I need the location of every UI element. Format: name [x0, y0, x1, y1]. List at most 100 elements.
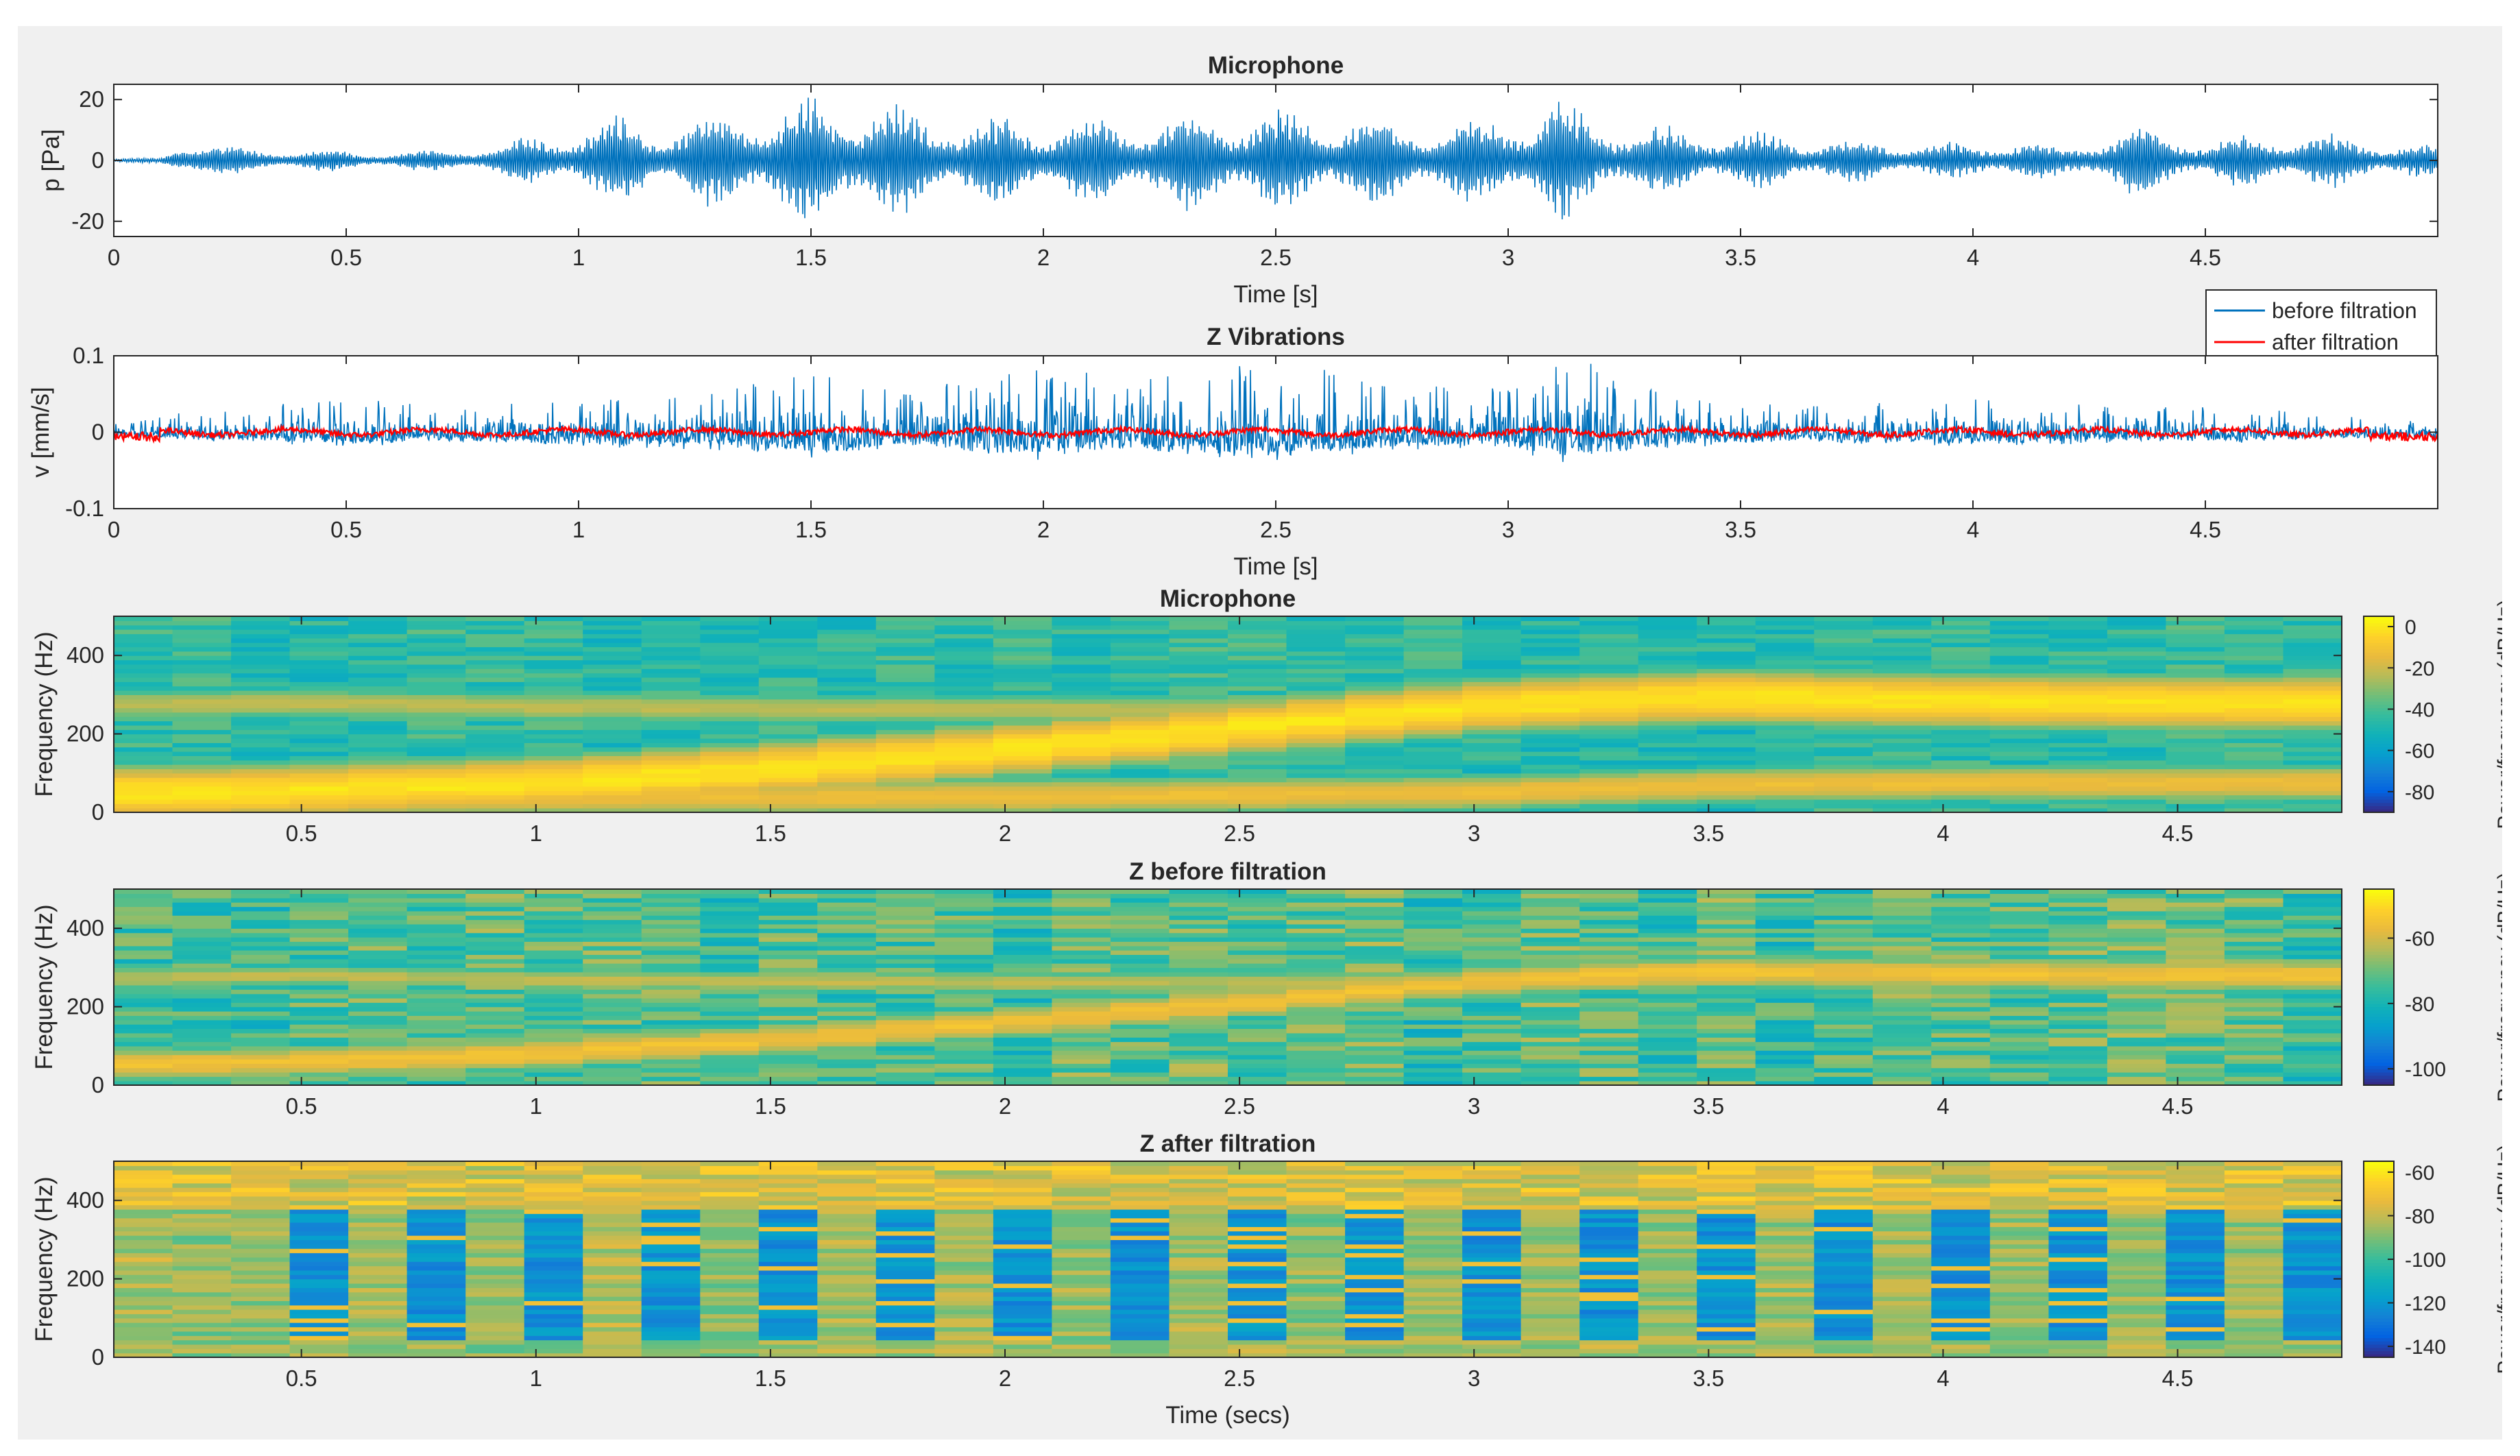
spectrogram-cell [114, 1265, 173, 1271]
spectrogram-cell [641, 685, 701, 691]
spectrogram-cell [1228, 677, 1287, 682]
spectrogram-cell [172, 755, 232, 761]
spectrogram-cell [172, 1187, 232, 1193]
spectrogram-cell [114, 1024, 173, 1029]
x-tick-label: 1.5 [755, 821, 786, 846]
spectrogram-cell [524, 629, 583, 635]
spectrogram-cell [1872, 755, 1932, 761]
spectrogram-cell [172, 1002, 232, 1008]
spectrogram-cell [1345, 1243, 1405, 1249]
spectrogram-cell [2048, 777, 2108, 783]
spectrogram-cell [1872, 1058, 1932, 1064]
spectrogram-cell [114, 716, 173, 722]
spectrogram-cell [583, 690, 642, 695]
spectrogram-cell [758, 1243, 818, 1249]
spectrogram-cell [817, 677, 877, 682]
spectrogram-cell [114, 720, 173, 726]
spectrogram-cell [700, 672, 760, 678]
spectrogram-cell [1169, 984, 1228, 990]
spectrogram-cell [758, 1300, 818, 1306]
spectrogram-cell [700, 889, 760, 894]
spectrogram-cell [1989, 936, 2049, 942]
spectrogram-cell [2048, 932, 2108, 938]
spectrogram-cell [875, 1067, 935, 1073]
spectrogram-cell [934, 629, 994, 635]
spectrogram-cell [231, 1239, 291, 1245]
spectrogram-cell [348, 703, 408, 709]
spectrogram-cell [1169, 1309, 1228, 1315]
spectrogram-cell [817, 1067, 877, 1073]
spectrogram-cell [1110, 712, 1170, 717]
spectrogram-cell [1579, 1278, 1639, 1284]
spectrogram-cell [1638, 893, 1697, 899]
spectrogram-cell [993, 941, 1052, 947]
spectrogram-cell [1052, 1161, 1111, 1166]
spectrogram-cell [1989, 733, 2049, 739]
spectrogram-cell [875, 1187, 935, 1193]
spectrogram-cell [2166, 945, 2225, 951]
spectrogram-cell [1169, 1318, 1228, 1323]
spectrogram-cell [1286, 803, 1346, 809]
spectrogram-cell [700, 1222, 760, 1227]
spectrogram-cell [758, 950, 818, 955]
spectrogram-cell [348, 707, 408, 713]
spectrogram-cell [875, 1178, 935, 1184]
spectrogram-cell [1697, 1019, 1756, 1025]
spectrogram-cell [993, 984, 1052, 990]
spectrogram-cell [465, 1161, 525, 1166]
spectrogram-cell [1228, 906, 1287, 912]
spectrogram-cell [1755, 910, 1815, 916]
spectrogram-cell [2224, 624, 2283, 630]
spectrogram-cell [641, 963, 701, 968]
spectrogram-cell [1755, 963, 1815, 968]
spectrogram-cell [1931, 638, 1991, 643]
spectrogram-cell [1521, 1252, 1580, 1258]
spectrogram-cell [1814, 976, 1874, 982]
spectrogram-cell [2283, 1045, 2342, 1051]
spectrogram-cell [1931, 781, 1991, 787]
spectrogram-cell [758, 889, 818, 894]
spectrogram-cell [1579, 1335, 1639, 1341]
spectrogram-cell [1345, 1313, 1405, 1319]
spectrogram-cell [758, 958, 818, 964]
spectrogram-cell [231, 941, 291, 947]
spectrogram-cell [465, 808, 525, 813]
spectrogram-cell [1638, 786, 1697, 791]
spectrogram-cell [758, 681, 818, 687]
spectrogram-cell [758, 1015, 818, 1021]
spectrogram-cell [231, 1326, 291, 1332]
spectrogram-cell [289, 1063, 349, 1069]
spectrogram-cell [1286, 655, 1346, 661]
spectrogram-cell [407, 1287, 466, 1293]
spectrogram-cell [2048, 1015, 2108, 1021]
spectrogram-cell [524, 1006, 583, 1012]
spectrogram-cell [1638, 616, 1697, 621]
spectrogram-cell [231, 655, 291, 661]
spectrogram-cell [465, 1278, 525, 1284]
spectrogram-cell [172, 786, 232, 791]
spectrogram-cell [348, 1331, 408, 1336]
spectrogram-cell [1579, 794, 1639, 800]
spectrogram-cell [641, 1248, 701, 1254]
spectrogram-cell [172, 1261, 232, 1267]
spectrogram-cell [875, 950, 935, 955]
spectrogram-cell [172, 906, 232, 912]
colorbar-tick-label: -60 [2405, 740, 2434, 763]
spectrogram-cell [289, 1248, 349, 1254]
spectrogram-cell [934, 620, 994, 626]
spectrogram-cell [407, 919, 466, 925]
spectrogram-cell [641, 954, 701, 960]
spectrogram-cell [1579, 712, 1639, 717]
spectrogram-cell [1403, 642, 1463, 648]
spectrogram-cell [1052, 902, 1111, 908]
spectrogram-cell [583, 1270, 642, 1275]
spectrogram-cell [1931, 928, 1991, 934]
spectrogram-cell [1462, 889, 1522, 894]
spectrogram-cell [1403, 620, 1463, 626]
spectrogram-cell [641, 620, 701, 626]
spectrogram-cell [1814, 1063, 1874, 1069]
spectrogram-cell [289, 751, 349, 756]
spectrogram-cell [1989, 616, 2049, 621]
spectrogram-cell [114, 989, 173, 995]
spectrogram-cell [407, 976, 466, 982]
